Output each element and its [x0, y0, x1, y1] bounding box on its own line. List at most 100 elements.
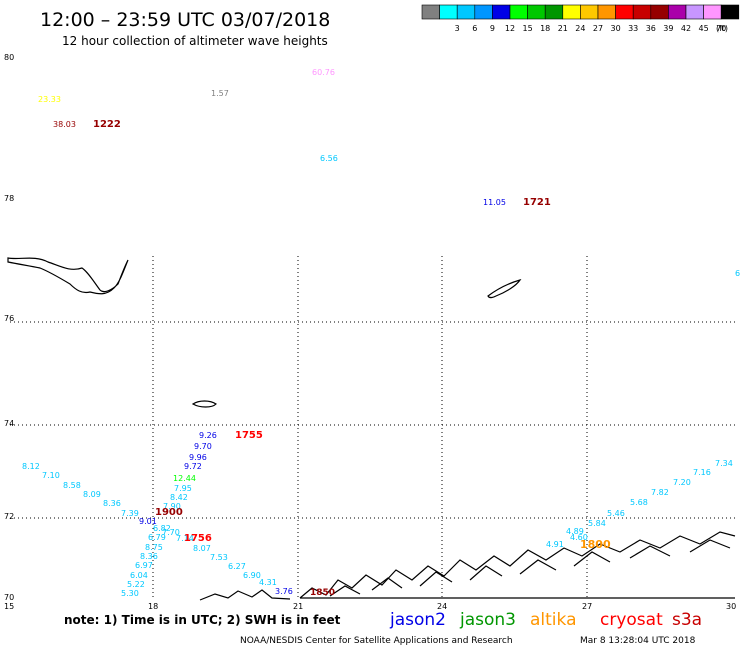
wave-height-value: 38.03	[53, 120, 76, 129]
pass-time-label: 1721	[523, 197, 551, 208]
wave-height-value: 8.07	[193, 544, 211, 553]
legend-unit: (ft)	[716, 24, 728, 33]
wave-height-value: 7.14	[176, 534, 194, 543]
lat-label: 70	[4, 593, 14, 602]
wave-height-value: 5.46	[607, 509, 625, 518]
wave-height-value: 7.20	[673, 478, 691, 487]
legend-swatch	[509, 4, 528, 20]
timestamp-text: Mar 8 13:28:04 UTC 2018	[580, 636, 696, 646]
wave-height-value: 8.58	[63, 481, 81, 490]
legend-tick-label: 33	[628, 24, 638, 33]
legend-swatch	[456, 4, 476, 20]
lon-label: 27	[582, 602, 592, 611]
wave-height-value: 7.39	[121, 509, 139, 518]
wave-height-value: 3.76	[275, 587, 293, 596]
wave-height-value: 5.68	[630, 498, 648, 507]
norway-coast-north	[299, 531, 736, 599]
wave-height-value: 7.34	[715, 459, 733, 468]
wave-height-value: 4.60	[570, 533, 588, 542]
norway-coast-west	[199, 589, 291, 601]
credit-text: NOAA/NESDIS Center for Satellite Applica…	[240, 636, 513, 646]
legend-tick-label: 36	[646, 24, 656, 33]
pass-time-label: 1850	[310, 588, 335, 598]
wave-height-value: 6.90	[243, 571, 261, 580]
legend-tick-label: 39	[663, 24, 673, 33]
legend-tick-label: 18	[540, 24, 550, 33]
wave-height-value: 4.91	[546, 540, 564, 549]
legend-tick-label: 3	[455, 24, 460, 33]
lat-label: 78	[4, 194, 14, 203]
legend-tick-label: 70	[716, 24, 726, 33]
wave-height-value: 7.90	[163, 502, 181, 511]
legend-swatch	[492, 4, 511, 20]
wave-height-value: 5.30	[121, 589, 139, 598]
lat-label: 80	[4, 53, 14, 62]
wave-height-value: 6.97	[135, 561, 153, 570]
wave-height-value: 1.57	[211, 89, 229, 98]
wave-height-value: 7.82	[651, 488, 669, 497]
satellite-label: jason2	[389, 610, 446, 630]
wave-height-value: 6.56	[320, 154, 338, 163]
legend-tick-label: 15	[523, 24, 533, 33]
legend-swatch	[650, 4, 669, 20]
lat-label: 74	[4, 419, 14, 428]
legend-swatch	[597, 4, 616, 20]
wave-height-value: 9.72	[184, 462, 202, 471]
wave-height-value: 11.05	[483, 198, 506, 207]
wave-height-value: 6.79	[148, 533, 166, 542]
legend-tick-label: 30	[611, 24, 621, 33]
satellite-label: s3a	[672, 610, 702, 630]
wave-height-value: 7.53	[210, 553, 228, 562]
coastline	[7, 257, 736, 601]
legend-swatch	[703, 4, 722, 20]
wave-height-value: 5.22	[127, 580, 145, 589]
legend-swatch	[439, 4, 458, 20]
legend-swatch	[580, 4, 599, 20]
pass-time-label: 1222	[93, 119, 121, 130]
legend-tick-label: 42	[681, 24, 691, 33]
legend-tick-label: 27	[593, 24, 603, 33]
wave-height-value: 8.09	[83, 490, 101, 499]
observation-labels: 60.76 23.33 1.57 38.03 1222 6.56 11.05 1721 6 9.2…	[22, 68, 740, 598]
footer-note: note: 1) Time is in UTC; 2) SWH is in fe…	[64, 613, 341, 627]
footer: note: 1) Time is in UTC; 2) SWH is in fe…	[64, 610, 702, 646]
lat-label: 72	[4, 512, 14, 521]
wave-height-value: 6.82	[153, 524, 171, 533]
lon-label: 15	[4, 602, 14, 611]
legend-tick-label: 45	[699, 24, 709, 33]
legend-tick-label: 9	[490, 24, 495, 33]
legend-swatch	[720, 4, 740, 20]
svalbard-coast	[7, 257, 129, 295]
legend-swatch	[544, 4, 564, 20]
wave-height-value: 5.84	[588, 519, 606, 528]
legend-swatch	[685, 4, 704, 20]
map-title: 12:00 – 23:59 UTC 03/07/2018	[40, 9, 330, 31]
wave-height-value: 6.27	[228, 562, 246, 571]
legend-swatch	[562, 4, 581, 20]
wave-height-legend: 3 6 9 12 15 18 21 24 27 30 33 36 39 42 45 70(ft)	[421, 4, 740, 33]
legend-swatch	[615, 4, 634, 20]
wave-height-value: 7.16	[693, 468, 711, 477]
bjornoya-island	[191, 400, 217, 408]
norway-fjords	[329, 539, 731, 597]
wave-height-value: 6.04	[130, 571, 148, 580]
legend-swatch	[632, 4, 652, 20]
wave-height-value: 23.33	[38, 95, 61, 104]
wave-height-value: 8.36	[103, 499, 121, 508]
map-subtitle: 12 hour collection of altimeter wave hei…	[62, 34, 328, 48]
wave-height-value: 6	[735, 269, 740, 278]
pass-time-label: 1900	[155, 507, 183, 518]
wave-height-value: 7.10	[42, 471, 60, 480]
wave-height-value: 60.76	[312, 68, 335, 77]
wave-height-value: 7.70	[162, 528, 180, 537]
lon-label: 21	[293, 602, 303, 611]
legend-swatch	[527, 4, 546, 20]
pass-time-label: 1755	[235, 430, 263, 441]
lat-label: 76	[4, 314, 14, 323]
satellite-label: jason3	[459, 610, 516, 630]
wave-height-value: 4.89	[566, 527, 584, 536]
lon-label: 24	[437, 602, 447, 611]
legend-tick-label: 21	[558, 24, 568, 33]
wave-height-value: 4.31	[259, 578, 277, 587]
